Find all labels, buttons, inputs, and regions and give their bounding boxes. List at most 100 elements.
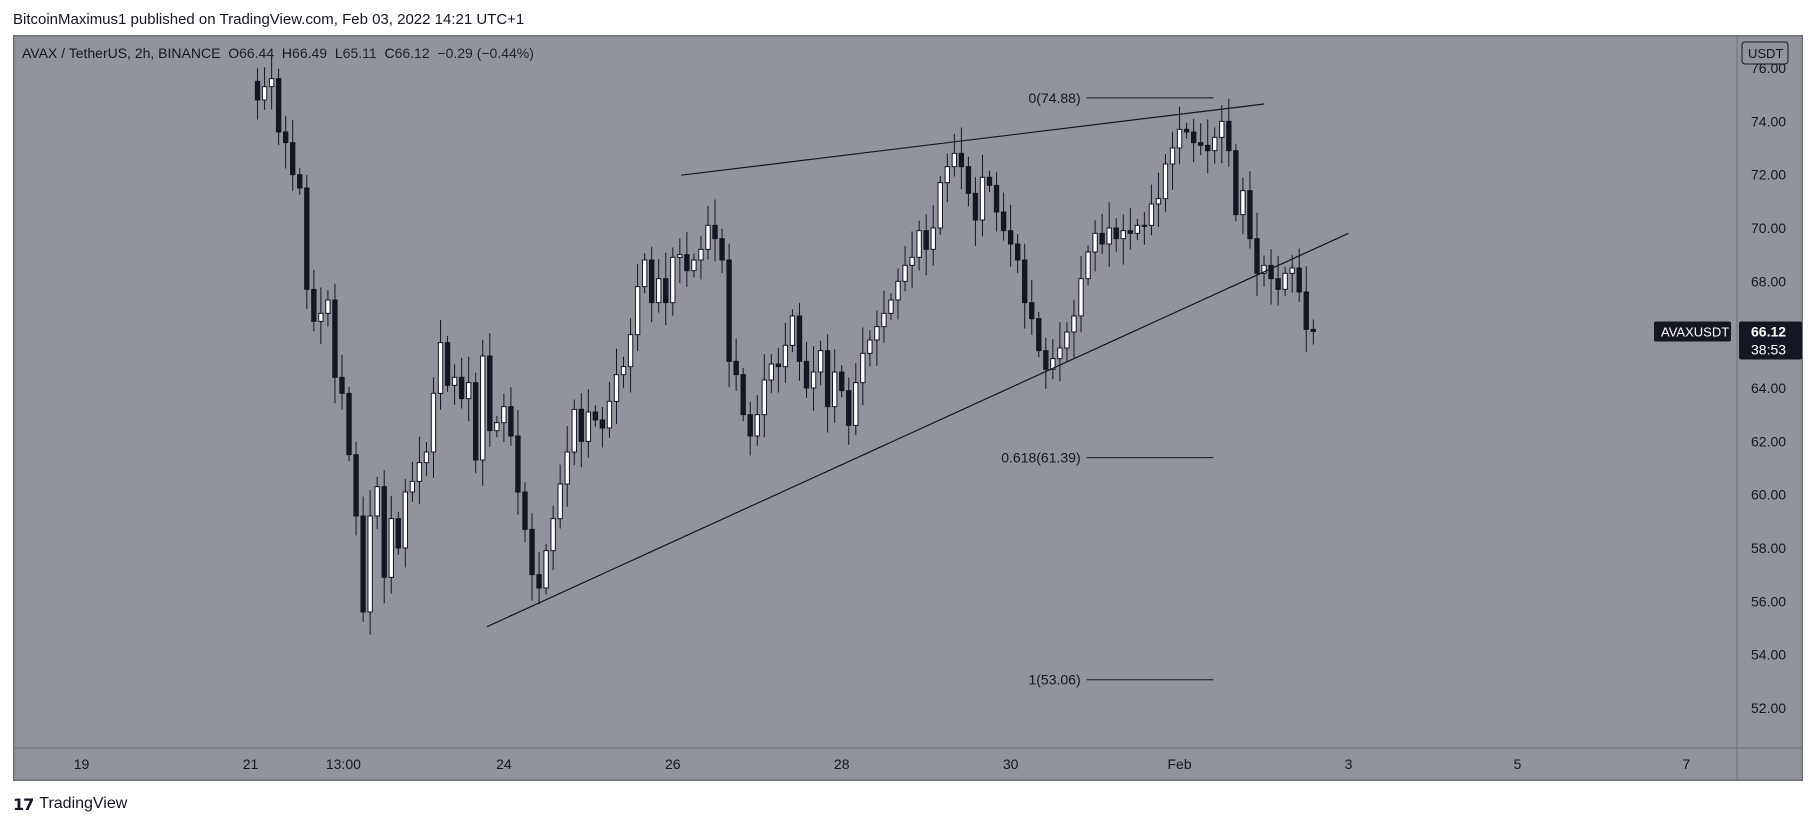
candle-down — [1197, 142, 1204, 146]
last-price-value: 66.12 — [1751, 323, 1786, 339]
x-tick-label: 28 — [834, 756, 850, 772]
y-tick-label: 64.00 — [1751, 380, 1786, 396]
x-tick-label: 26 — [665, 756, 681, 772]
close-value: 66.12 — [394, 45, 430, 61]
y-tick-label: 68.00 — [1751, 273, 1786, 289]
x-tick-label: 13:00 — [326, 756, 361, 772]
candle-up — [909, 256, 915, 266]
close-label: C — [384, 45, 395, 61]
candle-down — [775, 363, 782, 368]
candle-down — [487, 355, 493, 432]
x-tick-label: 5 — [1514, 756, 1522, 772]
candle-up — [550, 518, 556, 552]
candle-up — [937, 182, 943, 229]
candle-up — [691, 259, 697, 272]
candle-down — [332, 299, 338, 378]
candle-down — [958, 152, 965, 168]
high-value: 66.49 — [292, 45, 328, 61]
candle-up — [388, 518, 394, 578]
candle-up — [761, 379, 767, 416]
candle-down — [360, 515, 366, 613]
candle-down — [1303, 291, 1309, 330]
candle-down — [599, 419, 606, 429]
candle-up — [501, 406, 507, 424]
candle-up — [627, 334, 634, 368]
candle-down — [1205, 144, 1211, 152]
candlestick-chart[interactable]: 76.0074.0072.0070.0068.0066.0064.0062.00… — [0, 0, 1813, 790]
candle-down — [1310, 328, 1316, 332]
y-tick-label: 52.00 — [1751, 700, 1786, 716]
candle-down — [684, 254, 690, 272]
brand-name: TradingView — [39, 795, 128, 812]
candle-up — [916, 230, 922, 258]
candle-down — [578, 408, 584, 442]
candle-up — [1134, 224, 1141, 234]
symbol-tag-label: AVAXUSDT — [1661, 324, 1729, 339]
candle-up — [768, 363, 775, 381]
y-tick-label: 60.00 — [1751, 487, 1786, 503]
ohlc-legend: AVAX / TetherUS, 2h, BINANCE O66.44 H66.… — [22, 44, 534, 62]
y-tick-label: 74.00 — [1751, 113, 1786, 129]
y-tick-label: 72.00 — [1751, 167, 1786, 183]
candle-down — [796, 315, 803, 362]
candle-down — [311, 288, 317, 322]
candle-down — [1022, 259, 1028, 304]
candle-down — [515, 435, 521, 493]
candle-up — [641, 259, 648, 288]
candle-up — [1261, 264, 1267, 274]
x-tick-label: 24 — [496, 756, 512, 772]
candle-down — [275, 78, 282, 133]
y-tick-label: 76.00 — [1751, 60, 1786, 76]
candle-up — [1064, 331, 1070, 349]
y-tick-label: 54.00 — [1751, 647, 1786, 663]
candle-up — [402, 491, 409, 549]
candle-up — [782, 344, 789, 368]
candle-up — [944, 166, 950, 184]
candle-down — [339, 376, 345, 394]
candle-down — [986, 176, 993, 186]
candle-down — [283, 131, 289, 144]
candle-down — [1007, 230, 1014, 245]
candle-up — [1282, 272, 1288, 290]
candle-up — [634, 286, 641, 336]
candle-down — [733, 360, 739, 376]
wedge-resistance-line — [681, 103, 1265, 176]
candle-up — [1106, 227, 1112, 245]
candle-down — [993, 184, 1000, 213]
candle-up — [1141, 224, 1148, 227]
candle-down — [839, 371, 845, 392]
candle-down — [1113, 227, 1119, 240]
candle-down — [1247, 190, 1253, 240]
candle-up — [888, 299, 894, 314]
candle-down — [1043, 350, 1049, 370]
candle-down — [353, 454, 359, 517]
candle-up — [261, 86, 268, 101]
candle-down — [254, 80, 261, 101]
y-tick-label: 58.00 — [1751, 540, 1786, 556]
candle-down — [395, 518, 401, 549]
candle-up — [754, 414, 760, 437]
x-tick-label: 30 — [1003, 756, 1019, 772]
candle-up — [325, 299, 331, 314]
candle-down — [972, 192, 979, 221]
candle-down — [712, 224, 718, 240]
candle-down — [923, 230, 929, 250]
candle-down — [846, 390, 852, 426]
candle-down — [1296, 267, 1302, 293]
candle-up — [480, 355, 486, 461]
candle-down — [1099, 232, 1105, 245]
candle-up — [867, 339, 873, 354]
candle-up — [374, 486, 380, 517]
x-tick-label: Feb — [1167, 756, 1191, 772]
candle-up — [409, 480, 416, 493]
candle-up — [416, 462, 423, 482]
candle-up — [620, 366, 627, 376]
candle-up — [853, 382, 859, 426]
candle-down — [726, 259, 732, 362]
candle-down — [458, 376, 465, 400]
candle-down — [508, 406, 514, 437]
candle-down — [1190, 131, 1197, 144]
footer-branding[interactable]: 17 TradingView — [13, 792, 127, 816]
symbol-title: AVAX / TetherUS, 2h, BINANCE — [22, 45, 221, 61]
candle-down — [719, 238, 725, 261]
